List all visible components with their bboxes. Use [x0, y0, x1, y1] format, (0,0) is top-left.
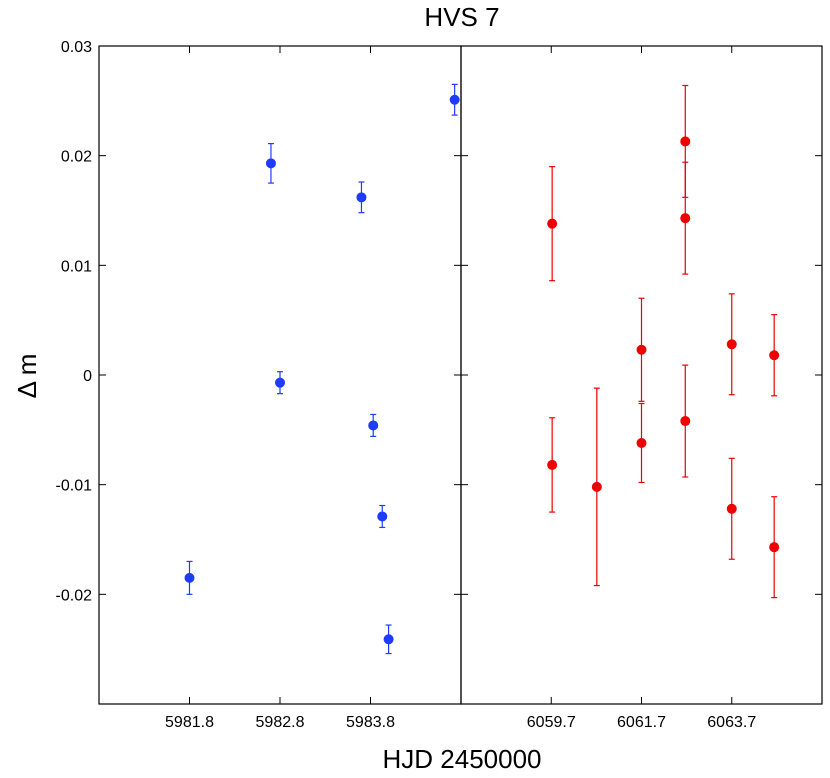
- y-tick-label: 0.01: [61, 258, 92, 275]
- data-point: [769, 542, 780, 553]
- data-point: [449, 94, 460, 105]
- x-tick-label: 5983.8: [346, 714, 395, 731]
- x-tick-label: 6059.7: [527, 714, 576, 731]
- data-point: [636, 437, 647, 448]
- data-point: [275, 377, 285, 388]
- data-point: [726, 503, 737, 514]
- y-tick-label: 0: [83, 368, 92, 385]
- x-tick-label: 5981.8: [165, 714, 214, 731]
- y-tick-label: 0.02: [61, 149, 92, 166]
- y-axis-label: Δ m: [12, 354, 42, 399]
- chart-title: HVS 7: [424, 2, 499, 32]
- data-point: [636, 344, 647, 355]
- y-tick-label: -0.02: [56, 587, 93, 604]
- x-axis-label: HJD 2450000: [383, 744, 542, 774]
- data-point: [356, 192, 367, 203]
- x-tick-label: 6061.7: [617, 714, 666, 731]
- data-point: [184, 572, 195, 583]
- data-point: [726, 339, 737, 350]
- x-tick-label: 6063.7: [707, 714, 756, 731]
- data-point: [680, 416, 691, 427]
- data-point: [680, 136, 691, 147]
- x-tick-label: 5982.8: [256, 714, 305, 731]
- plot-area: 0.03 0.02 0.01 0 -0.01 -0.02 5981.8 5982.8 5983.…: [56, 39, 823, 731]
- data-point: [368, 420, 379, 431]
- data-point: [377, 511, 388, 522]
- y-tick-label: 0.03: [61, 39, 92, 56]
- y-tick-label: -0.01: [56, 478, 93, 495]
- data-point: [769, 350, 780, 361]
- data-point: [547, 459, 558, 470]
- data-point: [680, 213, 691, 224]
- data-point: [547, 218, 558, 229]
- data-point: [383, 634, 394, 645]
- data-point: [591, 481, 602, 492]
- data-point: [265, 158, 276, 169]
